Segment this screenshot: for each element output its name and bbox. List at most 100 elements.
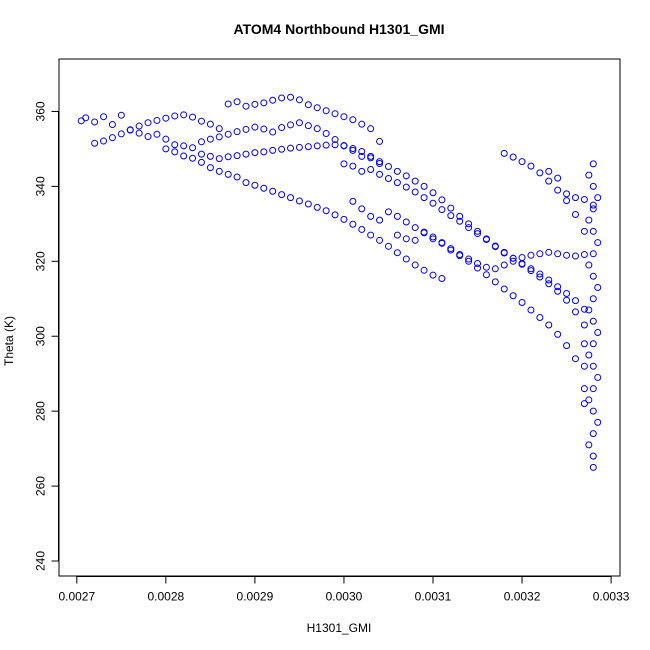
data-point	[278, 124, 286, 132]
data-point	[340, 160, 348, 168]
data-point	[594, 373, 602, 381]
data-point	[554, 287, 562, 295]
data-point	[474, 260, 482, 268]
data-point	[367, 152, 375, 160]
data-point	[358, 148, 366, 156]
data-point	[474, 264, 482, 272]
data-point	[509, 153, 517, 161]
data-point	[580, 340, 588, 348]
data-point	[571, 252, 579, 260]
data-point	[287, 121, 295, 129]
data-point	[269, 146, 277, 154]
data-point	[135, 122, 143, 130]
data-point	[251, 100, 259, 108]
data-point	[429, 199, 437, 207]
data-point	[554, 250, 562, 258]
data-point	[474, 230, 482, 238]
data-point	[580, 321, 588, 329]
data-point	[304, 200, 312, 208]
data-point	[589, 340, 597, 348]
data-point	[206, 152, 214, 160]
data-point	[269, 128, 277, 136]
data-point	[215, 125, 223, 133]
data-point	[585, 261, 593, 269]
data-point	[197, 138, 205, 146]
data-point	[189, 113, 197, 121]
data-point	[117, 130, 125, 138]
data-point	[585, 171, 593, 179]
data-point	[126, 126, 134, 134]
data-point	[295, 96, 303, 104]
data-point	[402, 255, 410, 263]
data-point	[162, 135, 170, 143]
data-point	[545, 248, 553, 256]
data-point	[491, 265, 499, 273]
data-point	[260, 184, 268, 192]
data-point	[545, 276, 553, 284]
data-point	[589, 250, 597, 258]
data-point	[322, 130, 330, 138]
x-tick-label: 0.0028	[148, 590, 185, 604]
data-point	[144, 119, 152, 127]
data-point	[304, 143, 312, 151]
data-point	[585, 441, 593, 449]
data-point	[420, 194, 428, 202]
data-point	[331, 141, 339, 149]
data-point	[171, 112, 179, 120]
data-point	[349, 220, 357, 228]
data-point	[438, 196, 446, 204]
x-tick-label: 0.0031	[415, 590, 452, 604]
data-point	[589, 385, 597, 393]
data-point	[82, 114, 90, 122]
data-point	[153, 116, 161, 124]
data-point	[171, 148, 179, 156]
data-point	[447, 204, 455, 212]
data-point	[571, 308, 579, 316]
data-point	[393, 212, 401, 220]
data-point	[233, 128, 241, 136]
data-point	[420, 229, 428, 237]
data-point	[589, 317, 597, 325]
data-point	[589, 362, 597, 370]
data-point	[197, 150, 205, 158]
data-point	[295, 197, 303, 205]
data-point	[215, 167, 223, 175]
data-point	[206, 164, 214, 172]
data-point	[589, 272, 597, 280]
data-point	[313, 142, 321, 150]
data-point	[447, 246, 455, 254]
data-point	[376, 170, 384, 178]
data-point	[536, 169, 544, 177]
data-point	[580, 362, 588, 370]
y-axis: 240 260 280 300 320 340 360	[34, 101, 59, 571]
data-point	[295, 143, 303, 151]
data-point	[545, 177, 553, 185]
data-point	[340, 113, 348, 121]
data-point	[215, 133, 223, 141]
data-point	[260, 125, 268, 133]
data-point	[242, 179, 250, 187]
data-point	[465, 224, 473, 232]
data-point	[331, 211, 339, 219]
data-point	[438, 206, 446, 214]
data-point	[393, 249, 401, 257]
data-point	[91, 139, 99, 147]
data-point	[589, 160, 597, 168]
data-point	[189, 154, 197, 162]
data-point	[527, 162, 535, 170]
y-tick-label: 340	[34, 176, 48, 196]
data-point	[545, 167, 553, 175]
data-point	[278, 94, 286, 102]
data-point	[580, 305, 588, 313]
data-point	[509, 257, 517, 265]
data-point	[518, 254, 526, 262]
data-point	[527, 265, 535, 273]
data-point	[358, 205, 366, 213]
data-point	[500, 285, 508, 293]
data-point	[456, 252, 464, 260]
data-point	[411, 177, 419, 185]
data-point	[500, 248, 508, 256]
data-point	[251, 149, 259, 157]
data-point	[585, 396, 593, 404]
